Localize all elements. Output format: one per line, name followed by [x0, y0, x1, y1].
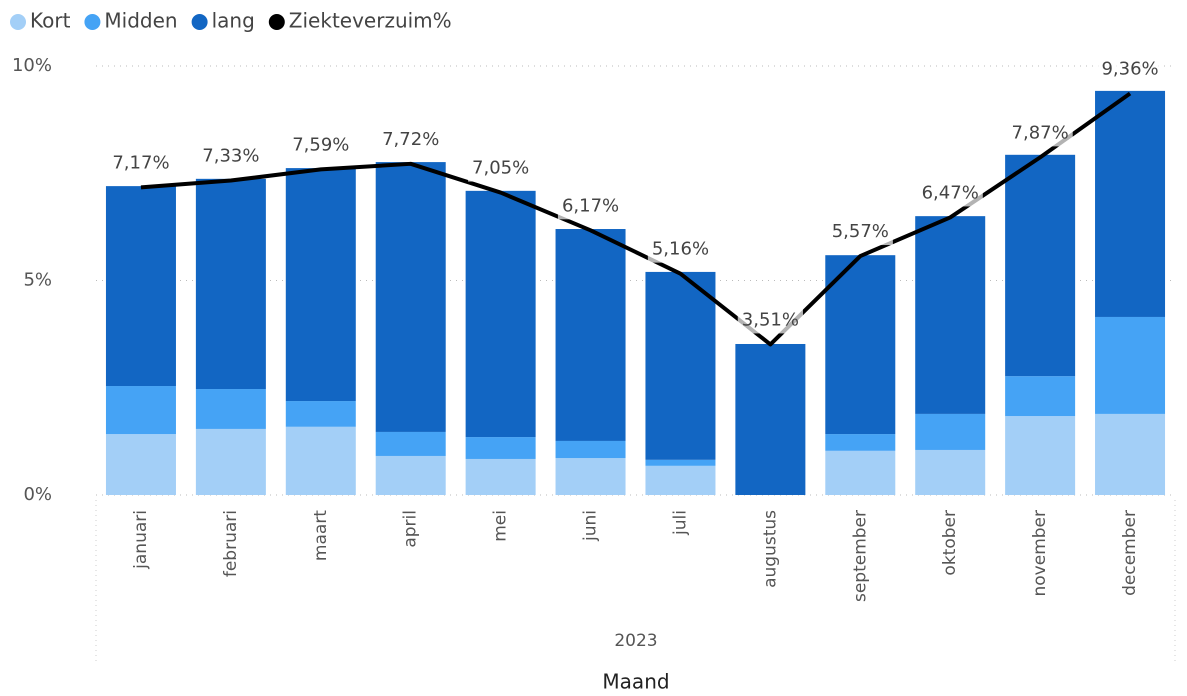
bar-segment: [645, 459, 716, 466]
data-label: 7,87%: [1012, 122, 1069, 143]
bar-segment: [1095, 316, 1166, 414]
x-tick-label: december: [1120, 510, 1140, 596]
bar-segment: [285, 426, 356, 495]
data-label-bg: [378, 126, 444, 153]
x-tick-label: juli: [670, 510, 690, 536]
x-tick-label: maart: [311, 510, 331, 561]
bar-segment: [1005, 376, 1076, 417]
legend-marker: [268, 14, 285, 30]
bar-segment: [465, 190, 536, 438]
x-tick-label: februari: [221, 510, 241, 577]
data-label: 7,72%: [382, 129, 439, 150]
legend-label: lang: [212, 9, 255, 33]
legend-marker: [10, 14, 26, 30]
legend-label: Ziekteverzuim%: [289, 9, 452, 33]
data-label: 9,36%: [1101, 58, 1158, 79]
bar-segment: [1005, 154, 1076, 377]
bar-segment: [105, 434, 176, 495]
bar-segment: [375, 162, 446, 432]
bar-segment: [375, 431, 446, 456]
data-label: 7,05%: [472, 158, 529, 179]
bar-segment: [195, 428, 266, 495]
legend-label: Midden: [104, 9, 177, 33]
data-label-bg: [288, 132, 354, 159]
x-tick-label: april: [401, 510, 421, 548]
data-label-bg: [647, 236, 714, 263]
data-label-bg: [1097, 56, 1163, 83]
data-label-bg: [557, 193, 624, 220]
bar-segment: [1095, 413, 1166, 495]
x-tick-label: oktober: [940, 510, 960, 576]
data-label-bg: [468, 155, 534, 182]
x-tick-label: november: [1030, 510, 1050, 597]
x-axis-title: Maand: [602, 670, 669, 694]
x-tick-label: juni: [581, 510, 601, 542]
bar-segment: [285, 401, 356, 427]
bar-segment: [555, 440, 626, 459]
data-label-bg: [827, 219, 893, 246]
data-label: 3,51%: [742, 309, 799, 330]
bar-segment: [285, 168, 356, 402]
bar-segment: [915, 449, 986, 495]
data-label: 7,17%: [112, 152, 169, 173]
bar-segment: [375, 455, 446, 495]
bar-segment: [825, 450, 896, 495]
bar-segment: [825, 255, 896, 435]
line: [140, 91, 1132, 347]
bar-segment: [555, 458, 626, 495]
data-label: 6,17%: [562, 195, 619, 216]
x-tick-label: januari: [131, 510, 151, 570]
x-tick-label: augustus: [760, 510, 780, 588]
legend-marker: [84, 14, 101, 30]
data-label: 7,33%: [202, 146, 259, 167]
data-label: 5,16%: [652, 239, 709, 260]
bar-segment: [105, 386, 176, 435]
data-label-bg: [917, 180, 983, 207]
y-tick-label: 0%: [23, 484, 52, 505]
bar-segment: [105, 186, 176, 387]
bar-segment: [195, 389, 266, 429]
bar-segment: [195, 178, 266, 390]
x-tick-label: mei: [491, 510, 511, 542]
data-label-bg: [1007, 120, 1073, 147]
data-label-bg: [108, 150, 174, 177]
data-label-bg: [737, 307, 803, 334]
legend-label: Kort: [30, 9, 71, 33]
bar-segment: [1005, 416, 1076, 495]
bar-segment: [555, 229, 626, 441]
bar-segment: [645, 465, 716, 495]
bar-segment: [915, 216, 986, 414]
y-tick-label: 5%: [23, 270, 52, 291]
data-label: 5,57%: [832, 221, 889, 242]
legend-marker: [191, 14, 208, 30]
bar-segment: [465, 458, 536, 495]
bar-segment: [915, 413, 986, 450]
bar-segment: [465, 437, 536, 459]
group-label: 2023: [614, 631, 657, 651]
y-tick-label: 10%: [12, 55, 52, 76]
bar-segment: [825, 434, 896, 451]
data-label: 7,59%: [292, 134, 349, 155]
x-tick-label: september: [850, 510, 870, 602]
bar-segment: [735, 343, 806, 495]
data-label: 6,47%: [922, 182, 979, 203]
data-label-bg: [198, 143, 264, 170]
bar-segment: [1095, 90, 1166, 317]
bar-segment: [645, 271, 716, 460]
